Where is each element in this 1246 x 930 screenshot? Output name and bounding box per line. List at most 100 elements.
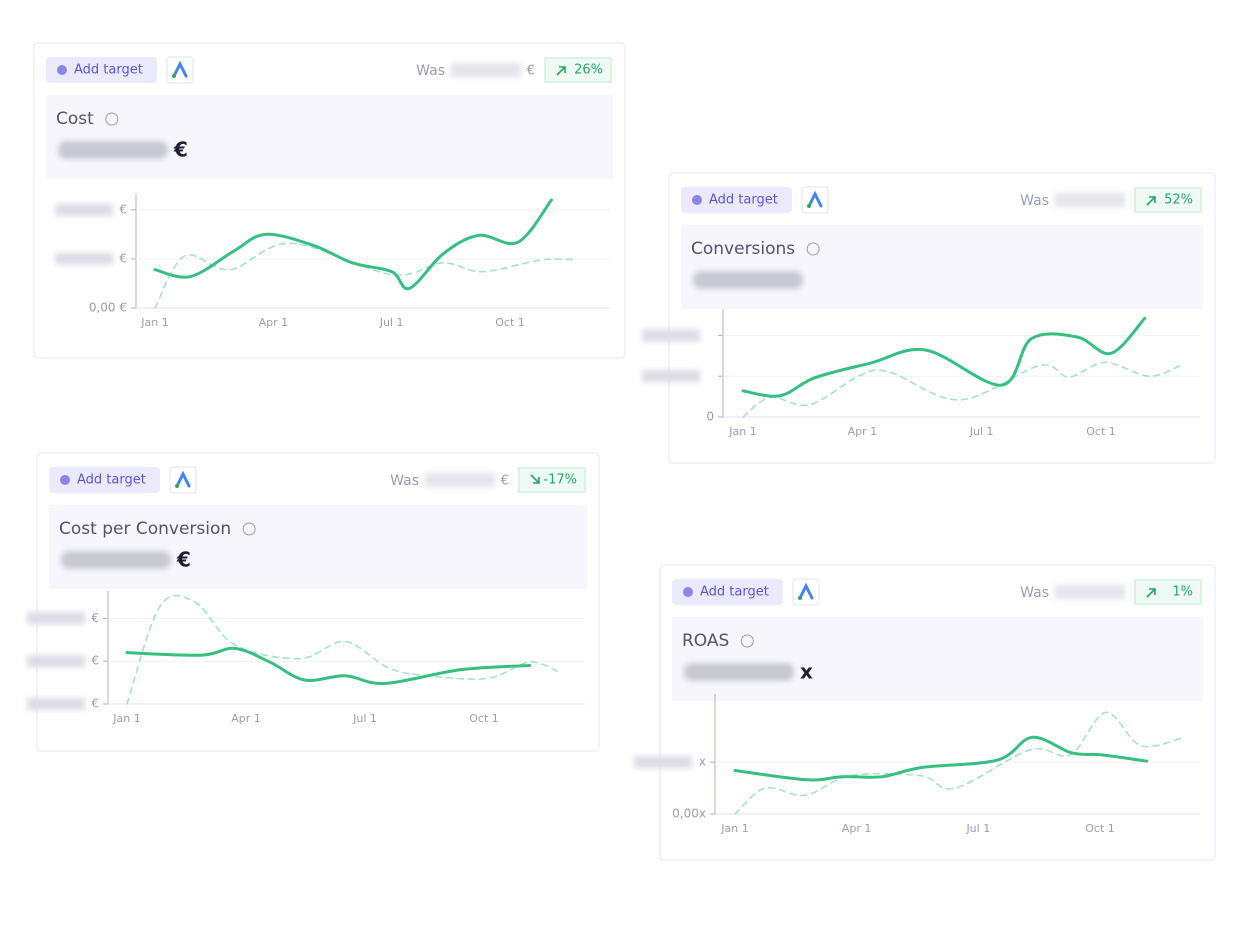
current-line <box>125 646 532 685</box>
previous-line <box>126 594 561 705</box>
info-icon <box>105 112 119 126</box>
metric-box <box>46 95 613 179</box>
change-badge <box>1134 579 1202 605</box>
y-tick-unit: € <box>119 251 127 265</box>
was-unit: € <box>501 474 509 489</box>
was-blur <box>1055 193 1125 207</box>
metric-box <box>49 505 587 589</box>
x-tick-label: Apr 1 <box>259 316 289 329</box>
trend-arrow <box>556 66 566 76</box>
add-target-pill[interactable] <box>46 57 157 83</box>
target-icon <box>57 65 67 75</box>
target-icon <box>60 475 70 485</box>
metric-card: Add target 26% € Was Cost €0,00 € € € Jan 1 Apr 1… <box>33 42 626 359</box>
card-frame <box>659 564 1216 861</box>
ads-icon-dot <box>807 204 811 208</box>
metric-card: Add target 52% Was Conversions 0 Jan 1 Apr 1 Ju… <box>642 172 1216 464</box>
ads-icon <box>175 470 191 488</box>
x-tick-label: Apr 1 <box>848 425 878 438</box>
x-tick-label: Oct 1 <box>1085 822 1115 835</box>
info-icon <box>242 522 256 536</box>
y-tick-unit: € <box>91 697 99 711</box>
change-badge <box>518 467 586 493</box>
was-label: Was <box>1020 193 1049 209</box>
previous-line <box>154 242 578 309</box>
previous-line <box>734 711 1182 815</box>
x-tick-label: Jan 1 <box>112 712 140 725</box>
previous-line <box>742 361 1182 418</box>
metric-title: Cost per Conversion <box>59 519 231 539</box>
change-value: 26% <box>574 63 603 78</box>
x-tick-label: Jul 1 <box>352 712 377 725</box>
was-blur <box>451 63 521 77</box>
x-tick-label: Oct 1 <box>1086 425 1116 438</box>
ads-icon-dot <box>175 484 179 488</box>
add-target-label[interactable]: Add target <box>709 193 778 208</box>
metric-title: ROAS <box>682 631 729 651</box>
x-tick-label: Jan 1 <box>728 425 756 438</box>
target-icon <box>692 195 702 205</box>
current-line <box>733 735 1149 782</box>
add-target-label[interactable]: Add target <box>700 585 769 600</box>
y-tick-label: 0 <box>706 410 714 424</box>
y-tick-blur <box>642 329 700 342</box>
add-target-pill[interactable] <box>672 579 783 605</box>
x-tick-label: Oct 1 <box>469 712 499 725</box>
ads-icon <box>807 190 823 208</box>
card-frame <box>668 172 1216 464</box>
card-frame <box>36 452 600 752</box>
y-tick-blur <box>55 252 113 265</box>
trend-arrow <box>1146 588 1156 598</box>
current-line <box>153 198 553 291</box>
was-blur <box>1055 585 1125 599</box>
was-unit: € <box>527 64 535 79</box>
add-target-pill[interactable] <box>49 467 160 493</box>
metric-card: Add target -17% € Was Cost per Conversion € € €… <box>27 452 600 752</box>
metric-unit: x <box>800 660 813 684</box>
metric-value-blur <box>693 271 803 289</box>
x-tick-label: Oct 1 <box>495 316 525 329</box>
info-icon <box>806 242 820 256</box>
x-tick-label: Apr 1 <box>842 822 872 835</box>
x-tick-label: Apr 1 <box>231 712 261 725</box>
metric-unit: € <box>176 548 191 572</box>
target-icon <box>683 587 693 597</box>
change-value: 1% <box>1172 585 1193 600</box>
change-value: 52% <box>1164 193 1193 208</box>
metric-value-blur <box>684 663 794 681</box>
ads-icon <box>798 582 814 600</box>
was-label: Was <box>1020 585 1049 601</box>
change-badge <box>544 57 612 83</box>
y-tick-unit: € <box>91 611 99 625</box>
add-target-label[interactable]: Add target <box>74 63 143 78</box>
was-label: Was <box>416 63 445 79</box>
y-tick-blur <box>27 698 85 710</box>
info-icon <box>740 634 754 648</box>
metric-value-blur <box>58 141 168 159</box>
y-tick-unit: € <box>119 202 127 216</box>
y-tick-unit: x <box>699 755 706 769</box>
was-label: Was <box>390 473 419 489</box>
was-blur <box>425 473 495 487</box>
metric-title: Conversions <box>691 239 795 259</box>
add-target-label[interactable]: Add target <box>77 473 146 488</box>
ads-icon <box>172 60 188 78</box>
y-tick-blur <box>55 203 113 216</box>
current-line <box>741 316 1147 398</box>
metric-value-blur <box>61 551 171 569</box>
y-tick-label: 0,00 € <box>89 301 127 315</box>
y-tick-blur <box>642 370 700 383</box>
x-tick-label: Jul 1 <box>379 316 404 329</box>
add-target-pill[interactable] <box>681 187 792 213</box>
metric-card: Add target 1% Was ROAS x 0,00x x Jan 1 Apr 1 Jul … <box>634 564 1216 861</box>
y-tick-label: 0,00x <box>672 807 706 821</box>
metric-title: Cost <box>56 109 94 129</box>
y-tick-blur <box>634 756 692 769</box>
x-tick-label: Jul 1 <box>969 425 994 438</box>
ads-icon-dot <box>172 74 176 78</box>
y-tick-blur <box>27 612 85 625</box>
metric-box <box>672 617 1203 701</box>
ads-icon-dot <box>798 596 802 600</box>
trend-arrow <box>530 474 540 484</box>
